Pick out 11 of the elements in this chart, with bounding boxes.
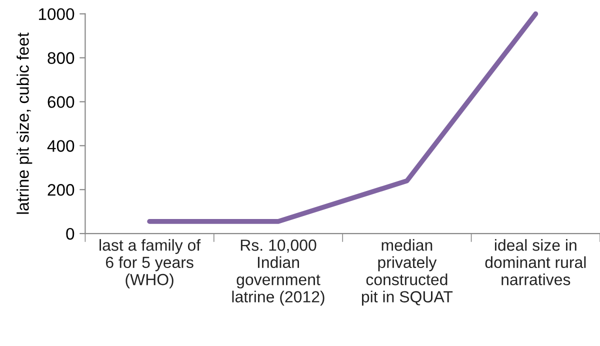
y-tick-label: 0 xyxy=(66,228,74,240)
x-tick-label: last a family of 6 for 5 years (WHO) xyxy=(100,239,201,288)
y-tick-label: 200 xyxy=(48,184,74,196)
x-tick-label: ideal size in dominant rural narratives xyxy=(485,239,586,286)
x-tick-label: median privately constructed pit in SQUAT xyxy=(362,239,453,306)
y-axis-title: latrine pit size, cubic feet xyxy=(16,32,32,214)
y-tick-label: 1000 xyxy=(38,8,74,20)
y-tick-label: 800 xyxy=(48,52,74,64)
x-tick-label: Rs. 10,000 Indian government latrine (2012) xyxy=(232,240,324,306)
y-tick-label: 600 xyxy=(48,96,74,108)
y-tick-label: 400 xyxy=(47,140,74,152)
